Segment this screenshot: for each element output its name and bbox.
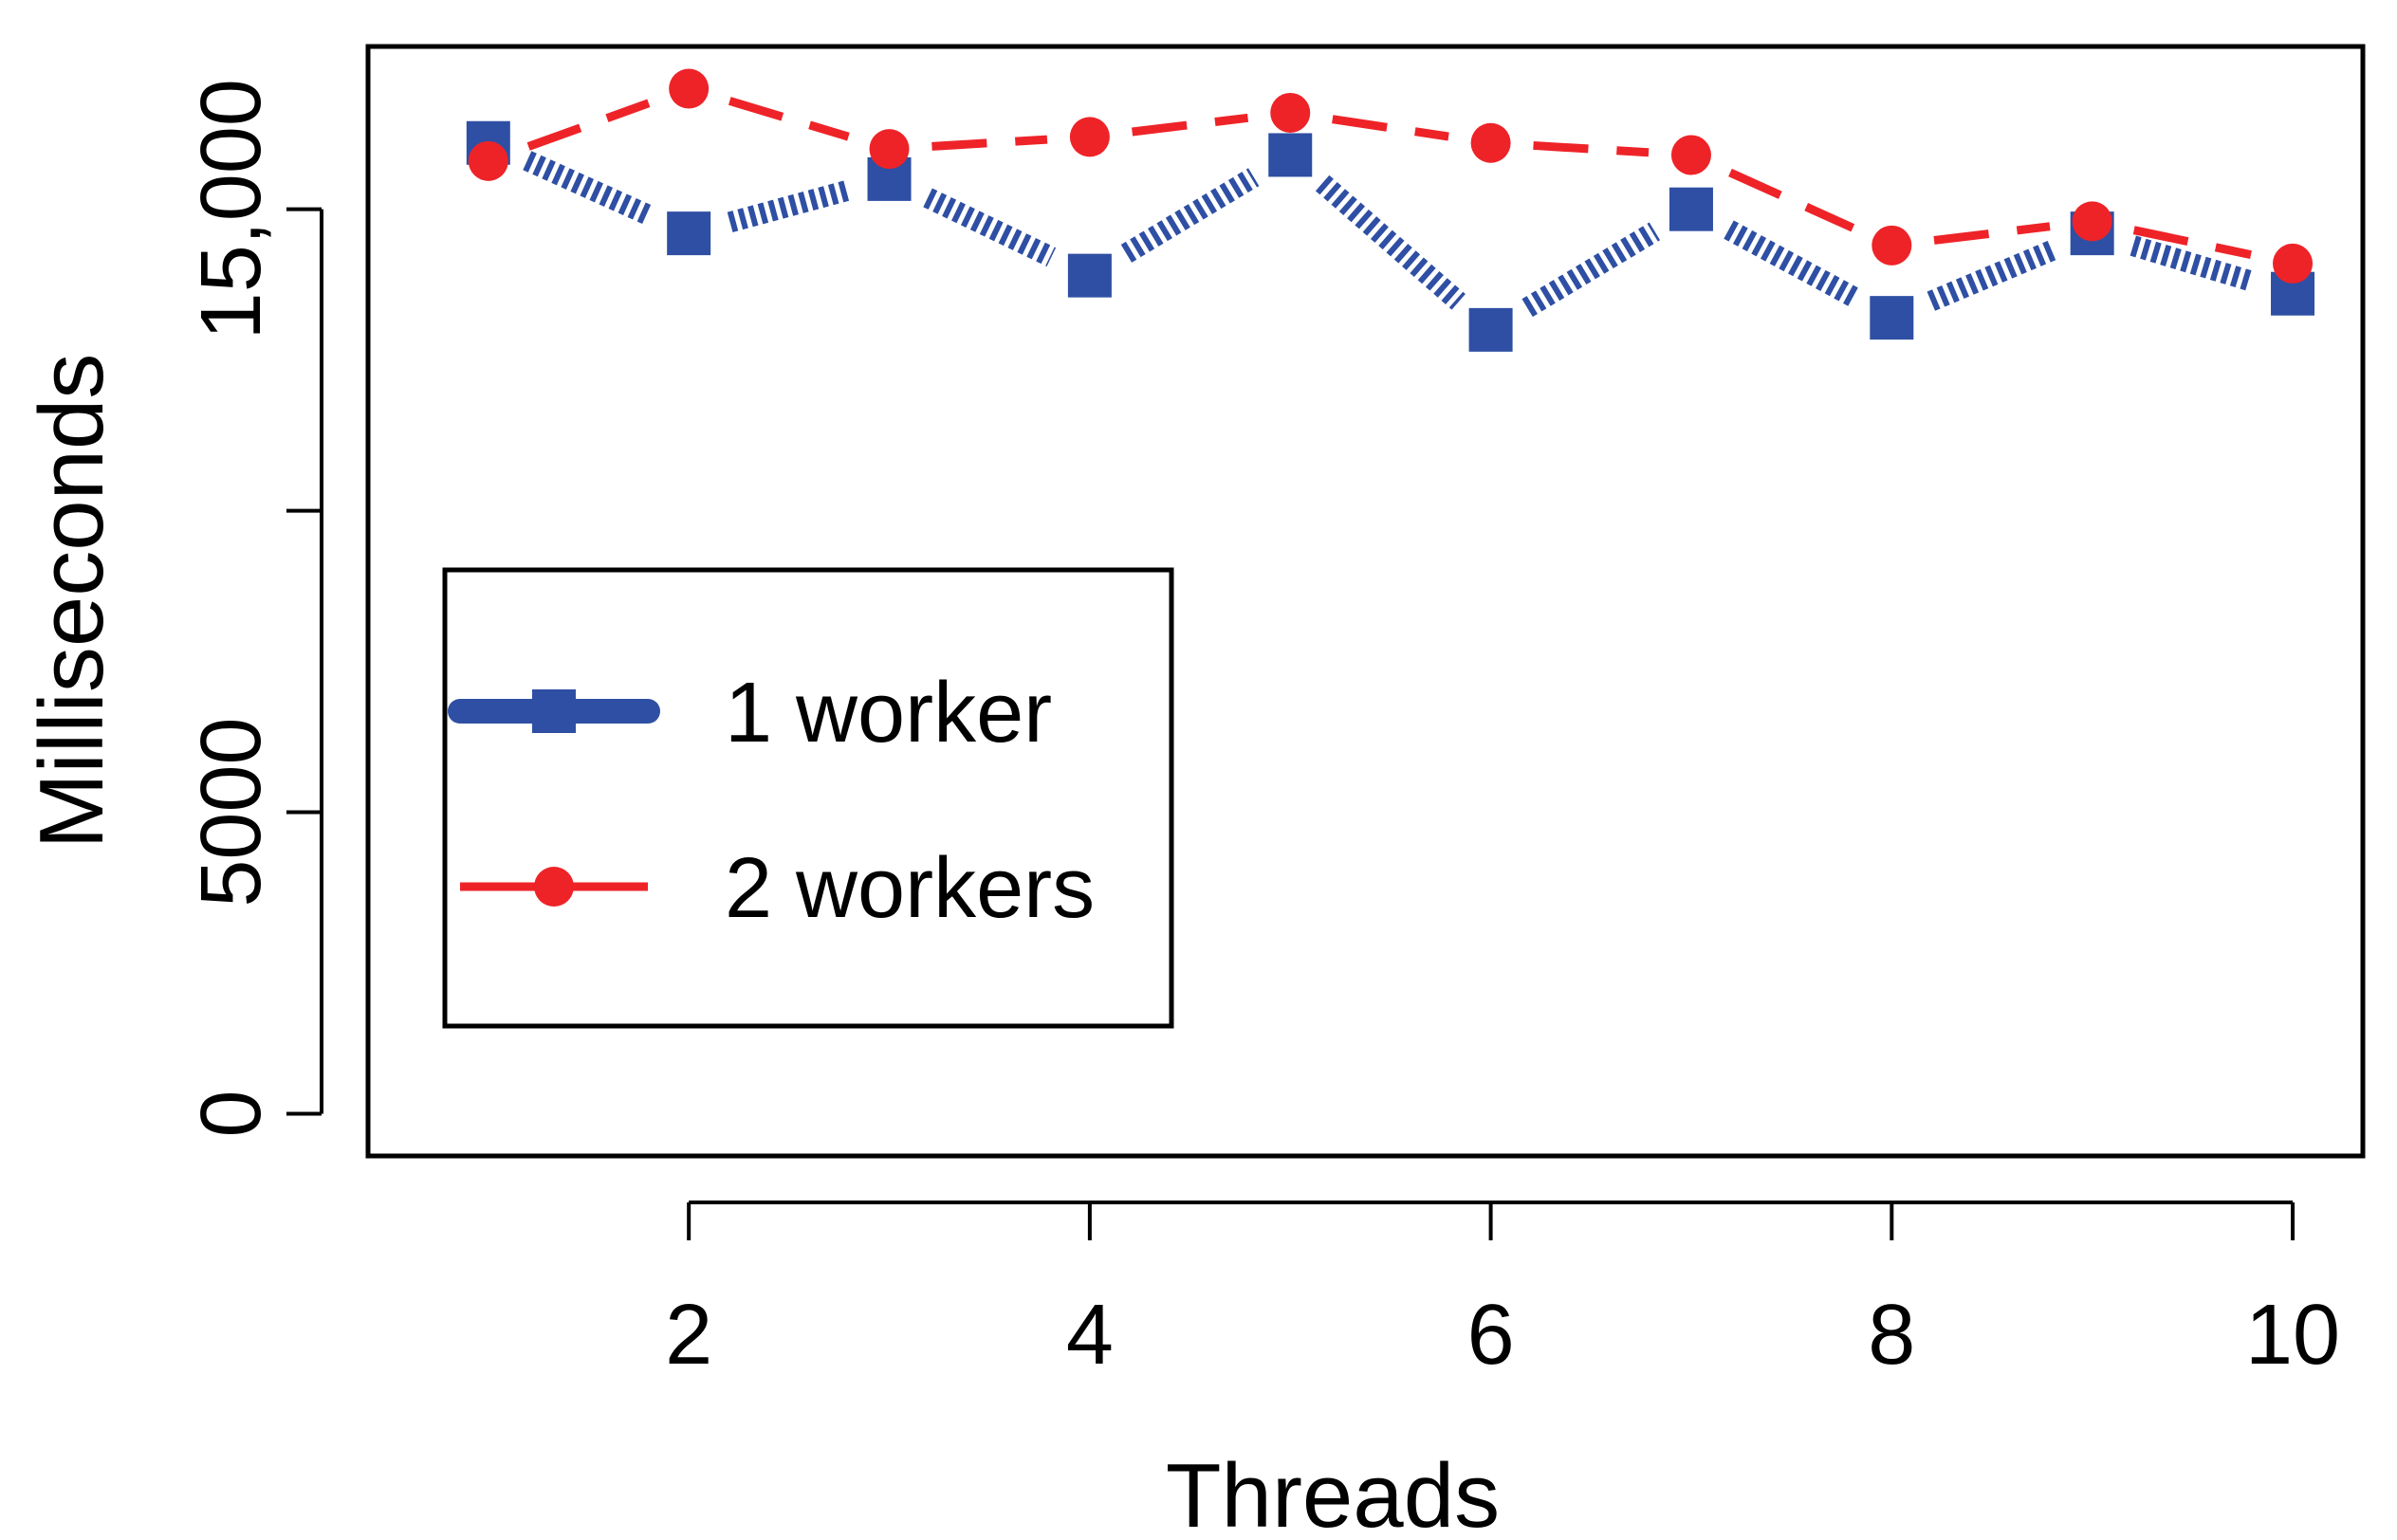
- series-2-segment: [1132, 113, 1249, 137]
- series-2-point: [2273, 243, 2314, 284]
- series-1-point: [1870, 296, 1914, 340]
- legend-box: [442, 567, 1174, 1029]
- series-1-segment: [727, 180, 851, 232]
- y-axis-title: Milliseconds: [21, 354, 122, 850]
- x-tick-label: 10: [2245, 1288, 2340, 1383]
- series-1-point: [1669, 187, 1713, 231]
- legend-swatch-marker: [532, 689, 576, 733]
- series-2-point: [1470, 122, 1511, 163]
- series-2-point: [669, 68, 710, 109]
- series-1-point: [1268, 133, 1313, 177]
- series-1-point: [1067, 253, 1112, 298]
- series-2-point: [1872, 225, 1912, 266]
- legend: 1 worker 2 workers: [442, 567, 1174, 1029]
- series-1-segment: [1120, 168, 1260, 263]
- series-2-point: [1670, 135, 1711, 175]
- y-axis: 0 5000 15,000: [184, 79, 323, 1138]
- series-1-segment: [1521, 222, 1661, 318]
- series-2-point: [2072, 201, 2112, 242]
- series-layer: [466, 68, 2315, 352]
- series-2-point: [1069, 117, 1110, 157]
- legend-label: 1 worker: [725, 666, 1052, 761]
- legend-label: 2 workers: [725, 841, 1095, 936]
- y-tick-label: 0: [184, 1090, 279, 1137]
- y-tick-label: 15,000: [184, 79, 279, 339]
- x-tick-label: 8: [1868, 1288, 1915, 1383]
- series-1-segment: [1315, 174, 1466, 310]
- series-1-segment: [923, 188, 1057, 267]
- series-1-point: [1468, 307, 1513, 352]
- plot-frame: [365, 44, 2366, 1159]
- series-2-point: [869, 129, 910, 170]
- series-2-segment: [1332, 115, 1449, 141]
- x-tick-label: 6: [1467, 1288, 1515, 1383]
- x-tick-label: 2: [665, 1288, 712, 1383]
- series-2-segment: [526, 99, 651, 151]
- series-2-segment: [1728, 168, 1855, 232]
- series-1-segment: [1927, 240, 2057, 311]
- series-2-point: [1270, 92, 1311, 133]
- legend-swatch-marker: [534, 867, 574, 907]
- series-2-segment: [728, 97, 850, 141]
- x-tick-label: 4: [1066, 1288, 1114, 1383]
- series-2-segment: [2132, 226, 2252, 260]
- x-axis: 2 4 6 8 10: [665, 1201, 2340, 1383]
- x-axis-title: Threads: [1166, 1445, 1500, 1540]
- series-2-point: [468, 140, 508, 181]
- series-2-segment: [1933, 222, 2051, 245]
- series-2-segment: [931, 135, 1048, 151]
- series-1-segment: [523, 151, 655, 226]
- y-tick-label: 5000: [184, 717, 279, 907]
- series-1-segment: [1724, 220, 1859, 307]
- series-1-point: [667, 211, 711, 256]
- series-2-segment: [1533, 140, 1650, 157]
